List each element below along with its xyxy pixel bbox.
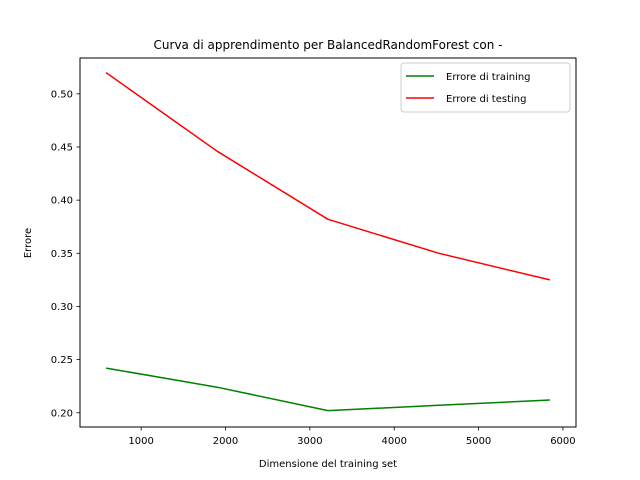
x-tick-label: 4000	[381, 436, 406, 447]
x-tick-label: 2000	[213, 436, 238, 447]
plot-lines	[105, 71, 551, 412]
x-axis: 1000 2000 3000 4000 5000 6000	[128, 427, 576, 447]
y-tick-label: 0.50	[51, 89, 73, 100]
legend-label-0: Errore di training	[446, 72, 531, 83]
x-tick-label: 6000	[550, 436, 575, 447]
x-tick-label: 3000	[297, 436, 322, 447]
y-tick-label: 0.25	[51, 355, 73, 366]
x-tick-label: 1000	[128, 436, 153, 447]
legend: Errore di training Errore di testing	[400, 62, 571, 113]
legend-box	[400, 62, 571, 113]
y-tick-label: 0.40	[51, 196, 73, 207]
x-tick-label: 5000	[466, 436, 491, 447]
x-axis-label: Dimensione del training set	[259, 459, 397, 470]
y-axis: 0.20 0.25 0.30 0.35 0.40 0.45 0.50	[51, 89, 80, 419]
y-tick-label: 0.35	[51, 249, 73, 260]
y-tick-label: 0.45	[51, 142, 73, 153]
legend-label-1: Errore di testing	[446, 94, 526, 105]
plot-frame	[79, 57, 577, 428]
y-axis-label: Errore	[23, 228, 34, 258]
chart-title: Curva di apprendimento per BalancedRando…	[154, 38, 503, 52]
y-tick-label: 0.20	[51, 408, 73, 419]
y-tick-label: 0.30	[51, 302, 73, 313]
series-line-0	[105, 367, 550, 412]
series-line-1	[105, 71, 551, 281]
